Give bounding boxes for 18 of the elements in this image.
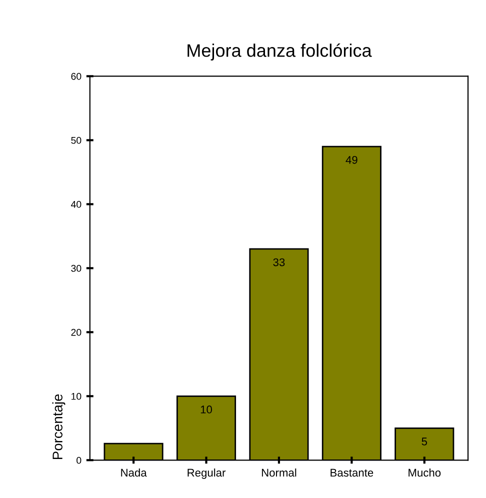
x-tick-label: Nada	[121, 468, 147, 477]
data-label: 49	[346, 156, 358, 164]
data-label: 33	[273, 258, 285, 266]
data-label: 10	[200, 406, 212, 414]
chart-title: Mejora danza folclórica	[188, 43, 372, 60]
data-label: 5	[422, 438, 428, 446]
y-tick-label: 60	[71, 72, 82, 80]
x-tick-label: Mucho	[408, 468, 441, 477]
y-tick-label: 0	[76, 456, 82, 464]
x-tick-label: Normal	[262, 468, 296, 477]
y-tick-label: 30	[71, 264, 82, 272]
y-tick-label: 50	[71, 136, 82, 144]
y-tick-label: 10	[72, 392, 82, 400]
y-tick-label: 20	[71, 328, 82, 336]
x-tick-label: Bastante	[330, 468, 374, 477]
y-axis-title: Porcentaje	[52, 394, 66, 460]
x-tick-label: Regular	[188, 468, 226, 479]
y-tick-label: 40	[70, 200, 82, 208]
